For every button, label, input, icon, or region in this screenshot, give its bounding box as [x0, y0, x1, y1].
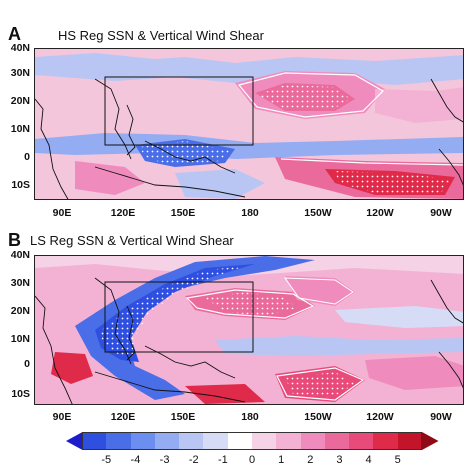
colorbar-tick-label: 4 [365, 454, 372, 466]
lon-label: 120W [366, 207, 394, 219]
colorbar-tick-label: -3 [159, 454, 170, 466]
lon-label: 90W [430, 411, 452, 423]
colorbar-tick-label: 2 [307, 454, 314, 466]
colorbar-cell [397, 432, 423, 450]
panel-letter: B [8, 230, 21, 250]
colorbar [66, 432, 439, 450]
panel-title: HS Reg SSN & Vertical Wind Shear [58, 28, 264, 43]
map-plot [34, 48, 464, 200]
lon-label: 120E [110, 411, 136, 423]
colorbar-frame [82, 432, 422, 450]
lon-label: 150W [304, 207, 332, 219]
colorbar-cell [373, 432, 399, 450]
lon-label: 180 [241, 411, 259, 423]
colorbar-cell [300, 432, 326, 450]
lat-label: 30N [10, 277, 30, 289]
map-graphic [35, 256, 463, 404]
colorbar-tick-label: -4 [130, 454, 141, 466]
lat-label: 10N [10, 333, 30, 345]
lat-label: 20N [10, 95, 30, 107]
colorbar-tick-label: -2 [188, 454, 199, 466]
colorbar-cell [422, 432, 439, 450]
colorbar-tick-label: 1 [278, 454, 285, 466]
lon-label: 150E [170, 411, 196, 423]
lat-label: 0 [24, 358, 30, 370]
lon-label: 150W [304, 411, 332, 423]
colorbar-cell [227, 432, 253, 450]
lat-label: 30N [10, 67, 30, 79]
colorbar-cell [179, 432, 204, 450]
colorbar-tick-label: 0 [248, 454, 256, 466]
colorbar-tick-label: -5 [101, 454, 112, 466]
lat-label: 0 [24, 151, 30, 163]
colorbar-cell [252, 432, 277, 450]
colorbar-cell [154, 432, 180, 450]
colorbar-tick-label: -1 [217, 454, 228, 466]
lon-label: 90W [430, 207, 452, 219]
panel-title: LS Reg SSN & Vertical Wind Shear [30, 233, 234, 248]
lon-label: 90E [52, 207, 72, 219]
map-graphic [35, 49, 463, 199]
lon-label: 150E [170, 207, 196, 219]
panel-letter: A [8, 24, 21, 44]
lat-label: 10S [11, 388, 30, 400]
lon-label: 120W [366, 411, 394, 423]
colorbar-cell [324, 432, 350, 450]
lon-label: 90E [52, 411, 72, 423]
map-plot [34, 255, 464, 405]
colorbar-cell [130, 432, 156, 450]
colorbar-cell [82, 432, 107, 450]
colorbar-cell [106, 432, 132, 450]
colorbar-cell [203, 432, 229, 450]
lat-label: 40N [10, 42, 30, 54]
lat-label: 10N [10, 123, 30, 135]
colorbar-cell [349, 432, 374, 450]
lat-label: 40N [10, 249, 30, 261]
colorbar-cell [276, 432, 302, 450]
lat-label: 20N [10, 305, 30, 317]
colorbar-cell [66, 432, 83, 450]
lon-label: 180 [241, 207, 259, 219]
lon-label: 120E [110, 207, 136, 219]
lat-label: 10S [11, 179, 30, 191]
colorbar-tick-label: 5 [394, 454, 401, 466]
colorbar-tick-label: 3 [336, 454, 343, 466]
